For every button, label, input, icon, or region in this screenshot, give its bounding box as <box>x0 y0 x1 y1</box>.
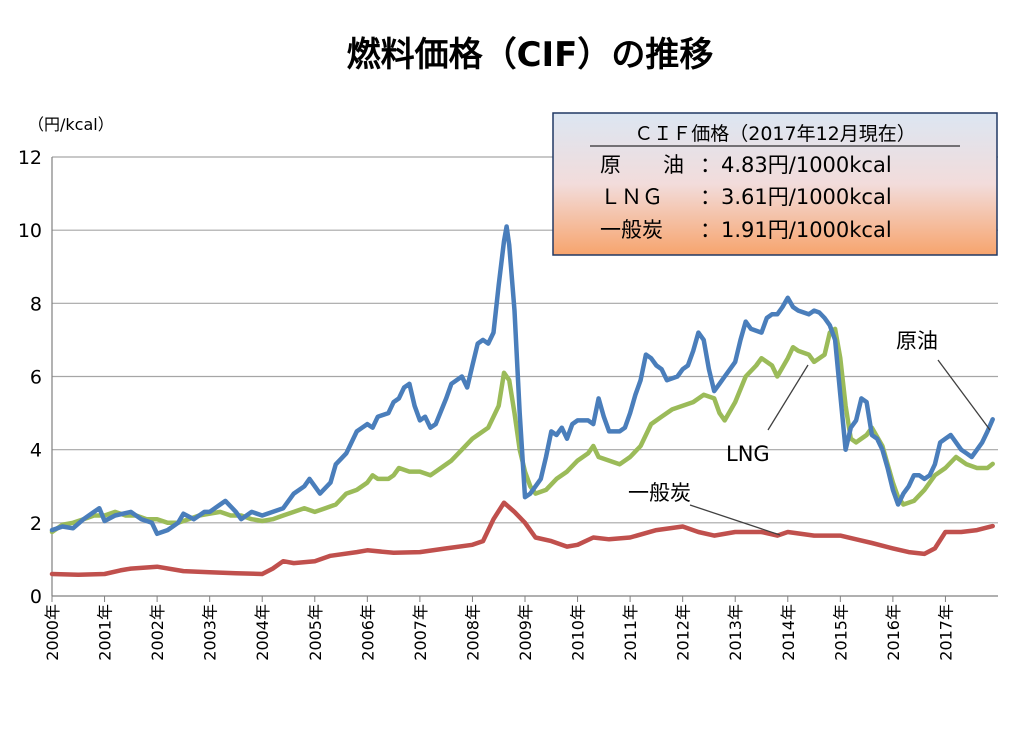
y-tick-label-0: 0 <box>30 586 42 608</box>
x-tick-label-2005: 2005年 <box>306 604 325 661</box>
x-tick-label-2007: 2007年 <box>411 604 430 661</box>
x-tick-label-2014: 2014年 <box>779 604 798 661</box>
callout-label-coal: 一般炭 <box>628 481 691 505</box>
y-tick-label-10: 10 <box>18 220 42 242</box>
info-box-row-coal-label: 一般炭 <box>600 218 663 242</box>
y-tick-label-4: 4 <box>30 440 42 462</box>
y-tick-label-2: 2 <box>30 513 42 535</box>
x-tick-label-2004: 2004年 <box>253 604 272 661</box>
info-box-row-crude-label: 原 油 <box>600 153 684 177</box>
x-tick-label-2008: 2008年 <box>463 604 482 661</box>
callout-leader-coal <box>689 504 781 536</box>
callout-leader-crude <box>937 359 991 431</box>
callouts: 原油 LNG 一般炭 <box>628 329 991 536</box>
callout-label-lng: LNG <box>726 442 770 466</box>
x-tick-label-2010: 2010年 <box>569 604 588 661</box>
y-tick-label-12: 12 <box>18 147 42 169</box>
callout-leader-lng <box>767 364 809 431</box>
x-tick-label-2016: 2016年 <box>884 604 903 661</box>
info-box-title: ＣＩＦ価格（2017年12月現在） <box>634 123 916 145</box>
x-tick-label-2001: 2001年 <box>96 604 115 661</box>
info-box-row-coal-value: ：1.91円/1000kcal <box>700 218 892 242</box>
x-tick-labels: 2000年 2001年 2002年 2003年 2004年 2005年 2006年 2007年… <box>43 604 955 661</box>
info-box-row-lng-value: ：3.61円/1000kcal <box>700 185 892 209</box>
x-tick-label-2009: 2009年 <box>516 604 535 661</box>
series-line-coal <box>49 500 995 578</box>
x-tick-label-2002: 2002年 <box>148 604 167 661</box>
info-box-row-crude-value: ：4.83円/1000kcal <box>700 153 892 177</box>
x-tick-label-2006: 2006年 <box>358 604 377 661</box>
x-tick-label-2003: 2003年 <box>201 604 220 661</box>
x-tick-label-2012: 2012年 <box>674 604 693 661</box>
info-box: ＣＩＦ価格（2017年12月現在） 原 油 ：4.83円/1000kcal ＬＮ… <box>552 112 998 256</box>
chart-title: 燃料価格（CIF）の推移 <box>347 35 714 75</box>
info-box-frame <box>552 112 998 256</box>
series-lines <box>49 224 995 578</box>
y-axis-unit-label: （円/kcal） <box>28 115 114 134</box>
x-tick-label-2000: 2000年 <box>43 604 62 661</box>
grid-lines <box>52 156 998 524</box>
x-tick-label-2013: 2013年 <box>726 604 745 661</box>
callout-label-crude: 原油 <box>896 329 938 353</box>
axes <box>51 157 998 602</box>
info-box-row-lng-label: ＬＮＧ <box>600 185 663 209</box>
y-tick-labels: 0 2 4 6 8 10 12 <box>18 147 42 608</box>
x-tick-label-2011: 2011年 <box>621 604 640 661</box>
x-tick-label-2015: 2015年 <box>831 604 850 661</box>
y-tick-label-8: 8 <box>30 293 42 315</box>
x-tick-label-2017: 2017年 <box>936 604 955 661</box>
y-tick-label-6: 6 <box>30 367 42 389</box>
series-line-crude <box>49 224 995 537</box>
